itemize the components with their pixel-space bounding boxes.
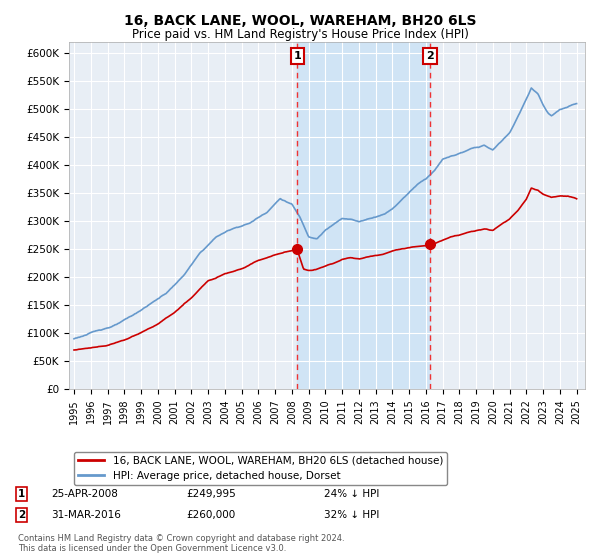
Text: 32% ↓ HPI: 32% ↓ HPI [324, 510, 379, 520]
Bar [297, 42, 430, 389]
Text: 1: 1 [293, 51, 301, 61]
Text: 2: 2 [18, 510, 25, 520]
Text: Price paid vs. HM Land Registry's House Price Index (HPI): Price paid vs. HM Land Registry's House … [131, 28, 469, 41]
Text: 1: 1 [18, 489, 25, 499]
Text: 24% ↓ HPI: 24% ↓ HPI [324, 489, 379, 499]
Text: £249,995: £249,995 [186, 489, 236, 499]
Text: 2: 2 [426, 51, 434, 61]
Text: 31-MAR-2016: 31-MAR-2016 [51, 510, 121, 520]
Legend: 16, BACK LANE, WOOL, WAREHAM, BH20 6LS (detached house), HPI: Average price, det: 16, BACK LANE, WOOL, WAREHAM, BH20 6LS (… [74, 452, 447, 485]
Text: 16, BACK LANE, WOOL, WAREHAM, BH20 6LS: 16, BACK LANE, WOOL, WAREHAM, BH20 6LS [124, 14, 476, 28]
Text: 25-APR-2008: 25-APR-2008 [51, 489, 118, 499]
Text: £260,000: £260,000 [186, 510, 235, 520]
Text: Contains HM Land Registry data © Crown copyright and database right 2024.
This d: Contains HM Land Registry data © Crown c… [18, 534, 344, 553]
